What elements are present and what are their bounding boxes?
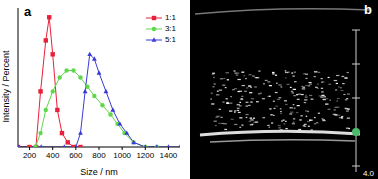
svg-text:1400: 1400 [160, 151, 178, 160]
svg-text:1200: 1200 [136, 151, 154, 160]
svg-text:800: 800 [92, 151, 106, 160]
html-text:4.0: 4.0 [362, 169, 374, 178]
html-text:1:1: 1:1 [164, 13, 176, 22]
svg-text:200: 200 [23, 151, 37, 160]
svg-text:600: 600 [69, 151, 83, 160]
html-text:a: a [24, 4, 32, 19]
html-text:3:1: 3:1 [164, 24, 176, 33]
html-text:5:1: 5:1 [164, 35, 176, 44]
svg-text:Size / nm: Size / nm [80, 167, 118, 177]
svg-text:1000: 1000 [113, 151, 131, 160]
html-text:b: b [364, 2, 372, 17]
svg-text:400: 400 [46, 151, 60, 160]
svg-text:Intensity / Percent: Intensity / Percent [8, 50, 11, 123]
